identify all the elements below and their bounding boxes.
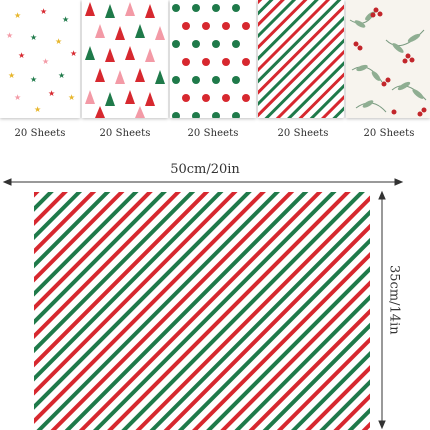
stars-pattern: ★ ★ ★ ★ ★ ★ ★ ★ ★ ★ ★ ★ ★ ★ ★ ★ (0, 0, 80, 118)
width-arrow-right-head (394, 178, 404, 186)
svg-text:★: ★ (34, 105, 41, 114)
height-arrow-bottom-head (378, 420, 386, 430)
svg-text:★: ★ (6, 31, 13, 40)
swatch-christmas-trees-count: 20 Sheets (99, 128, 151, 139)
large-diagonal-stripes-pattern (34, 192, 370, 430)
polka-dots-pattern (170, 0, 256, 118)
large-sheet-preview (34, 192, 370, 430)
svg-text:★: ★ (14, 11, 21, 20)
width-arrow-left-head (2, 178, 12, 186)
product-swatch-row: ★ ★ ★ ★ ★ ★ ★ ★ ★ ★ ★ ★ ★ ★ ★ ★ (0, 0, 430, 118)
svg-text:★: ★ (68, 93, 75, 102)
christmas-trees-pattern (82, 0, 168, 118)
svg-text:★: ★ (14, 93, 21, 102)
swatch-stars: ★ ★ ★ ★ ★ ★ ★ ★ ★ ★ ★ ★ ★ ★ ★ ★ (0, 0, 80, 118)
svg-text:★: ★ (30, 75, 37, 84)
svg-text:★: ★ (30, 33, 37, 42)
svg-text:★: ★ (40, 7, 47, 16)
svg-text:★: ★ (48, 89, 55, 98)
swatch-diagonal-stripes (258, 0, 344, 118)
svg-text:★: ★ (62, 15, 69, 24)
height-arrow-top-head (378, 190, 386, 200)
svg-text:★: ★ (58, 71, 65, 80)
height-dimension-label: 35cm/14in (386, 265, 402, 335)
width-dimension-label: 50cm/20in (170, 162, 240, 177)
swatch-stars-count: 20 Sheets (14, 128, 66, 139)
svg-text:★: ★ (42, 57, 49, 66)
swatch-holly-berries-count: 20 Sheets (363, 128, 415, 139)
swatch-holly-berries (346, 0, 430, 118)
holly-berries-pattern (346, 0, 430, 118)
swatch-diagonal-stripes-count: 20 Sheets (277, 128, 329, 139)
swatch-polka-dots-count: 20 Sheets (187, 128, 239, 139)
swatch-christmas-trees (82, 0, 168, 118)
diagonal-stripes-pattern (258, 0, 344, 118)
swatch-polka-dots (170, 0, 256, 118)
svg-text:★: ★ (70, 49, 77, 58)
svg-text:★: ★ (8, 71, 15, 80)
svg-text:★: ★ (18, 51, 25, 60)
svg-text:★: ★ (55, 37, 62, 46)
